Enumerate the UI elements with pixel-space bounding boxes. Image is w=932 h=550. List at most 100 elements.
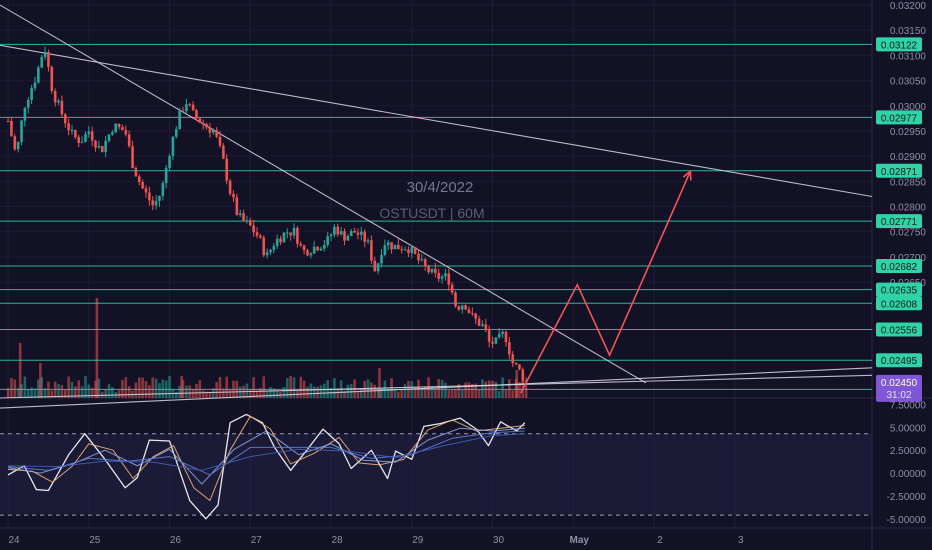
candle [171, 136, 175, 157]
candle [137, 176, 141, 183]
volume-bar [201, 390, 205, 398]
volume-bar [87, 384, 91, 398]
time-tick: 3 [738, 535, 744, 546]
candle [390, 242, 393, 250]
volume-bar [346, 384, 350, 398]
volume-bar [90, 387, 94, 398]
volume-bar [269, 387, 272, 398]
level-badge-label: 0.02871 [881, 167, 918, 178]
candle [222, 145, 225, 159]
time-axis[interactable]: 24 25 26 27 28 29 30 May 2 3 [9, 535, 744, 546]
candle [326, 236, 329, 246]
candle [370, 240, 373, 261]
volume-bar [158, 383, 161, 398]
price-axis[interactable]: 0.032000.031500.031000.030500.030000.029… [876, 1, 926, 402]
candle [37, 67, 40, 83]
volume-bar [148, 385, 151, 398]
candle [393, 244, 397, 250]
price-tick: 0.03200 [890, 1, 927, 12]
time-tick: 26 [170, 535, 182, 546]
volume-bar [386, 390, 390, 398]
time-tick: 29 [412, 535, 424, 546]
candle [107, 134, 111, 141]
volume-bar [60, 384, 64, 398]
volume-bar [80, 386, 84, 398]
volume-bar [30, 387, 33, 398]
volume-bar [151, 377, 155, 398]
oscillator-axis[interactable]: 7.50000 5.00000 2.50000 0.00000 -2.50000 -5.0… [887, 400, 927, 525]
level-badge [876, 322, 922, 337]
candle [410, 246, 414, 253]
oscillator-series [7, 427, 525, 485]
candle [491, 341, 494, 344]
candle [316, 246, 319, 251]
candle [238, 213, 242, 215]
candle [16, 141, 20, 150]
candle [60, 100, 64, 115]
oscillator-series [8, 430, 525, 476]
candle [356, 232, 360, 235]
level-badge-label: 0.02682 [881, 262, 918, 273]
projection-path [520, 169, 692, 394]
candle [265, 252, 269, 256]
candle [360, 231, 363, 235]
volume-bar [430, 386, 434, 398]
candle [289, 232, 292, 236]
projection-line [520, 170, 692, 394]
candle [228, 180, 232, 194]
volume-bar [343, 390, 346, 398]
volume-bar [272, 388, 276, 398]
candle [518, 364, 521, 370]
volume-bar [178, 385, 181, 398]
volume-bar [504, 389, 508, 398]
candle [501, 331, 504, 334]
volume-spike [180, 376, 183, 398]
volume-bar [524, 386, 528, 398]
volume-bar [403, 384, 407, 398]
volume-bar [211, 388, 215, 398]
candle [121, 127, 124, 131]
candle [413, 246, 417, 254]
trend-line [0, 374, 873, 399]
candle [117, 123, 121, 128]
candle [211, 130, 215, 133]
price-tick: 0.02950 [890, 127, 927, 138]
candle [373, 260, 377, 272]
price-tick: 0.03000 [890, 102, 927, 113]
volume-bar [97, 378, 101, 398]
candle [67, 123, 70, 131]
oscillator-tick: 5.00000 [890, 423, 927, 434]
volume-bar [228, 389, 232, 398]
candle [33, 82, 37, 89]
level-badge [876, 353, 922, 368]
oscillator-tick: 2.50000 [890, 446, 927, 457]
candle [20, 120, 23, 142]
volume-bar [457, 384, 461, 398]
candle [84, 134, 87, 142]
level-badge-label: 0.02556 [881, 325, 918, 336]
oscillator-tick: 0.00000 [890, 469, 927, 480]
volume-bar [23, 376, 27, 398]
volume-bar [373, 384, 377, 398]
trend-lines [0, 4, 873, 409]
candle [487, 330, 491, 342]
volume-bar [245, 383, 249, 398]
time-tick: 30 [493, 535, 505, 546]
candle [198, 118, 202, 123]
level-badge [876, 296, 922, 311]
volume-bar [497, 391, 501, 398]
volume-bar [316, 386, 319, 398]
candle [423, 259, 427, 267]
candle [494, 337, 498, 344]
candle [168, 156, 171, 168]
candle [80, 141, 84, 143]
volume-bar [262, 376, 266, 398]
level-badge [876, 37, 922, 52]
candle [474, 313, 477, 319]
volume-bar [57, 384, 60, 398]
candle [255, 232, 259, 236]
candle [279, 238, 282, 243]
volume-bar [43, 388, 47, 398]
candle [151, 200, 155, 206]
